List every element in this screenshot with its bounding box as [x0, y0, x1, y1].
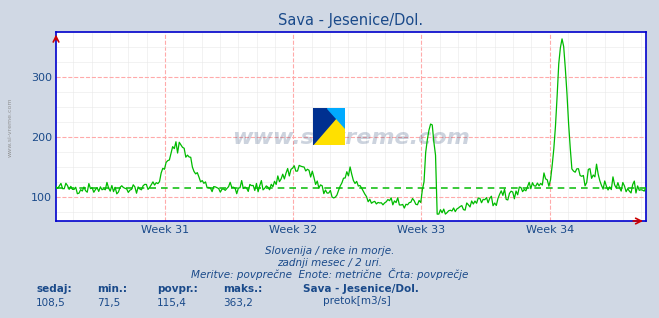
Text: zadnji mesec / 2 uri.: zadnji mesec / 2 uri. [277, 258, 382, 268]
Text: maks.:: maks.: [223, 284, 262, 294]
Text: www.si-vreme.com: www.si-vreme.com [232, 128, 470, 148]
Text: Sava - Jesenice/Dol.: Sava - Jesenice/Dol. [303, 284, 419, 294]
Text: 108,5: 108,5 [36, 298, 66, 308]
Text: pretok[m3/s]: pretok[m3/s] [323, 296, 391, 306]
Text: 363,2: 363,2 [223, 298, 252, 308]
Text: min.:: min.: [98, 284, 128, 294]
Text: Meritve: povprečne  Enote: metrične  Črta: povprečje: Meritve: povprečne Enote: metrične Črta:… [191, 268, 468, 280]
Polygon shape [313, 108, 345, 145]
Title: Sava - Jesenice/Dol.: Sava - Jesenice/Dol. [278, 13, 424, 28]
Text: www.si-vreme.com: www.si-vreme.com [8, 97, 13, 157]
Polygon shape [313, 108, 345, 145]
Text: 71,5: 71,5 [98, 298, 121, 308]
Text: povpr.:: povpr.: [157, 284, 198, 294]
Text: sedaj:: sedaj: [36, 284, 72, 294]
Polygon shape [328, 108, 345, 128]
Text: Slovenija / reke in morje.: Slovenija / reke in morje. [265, 246, 394, 256]
Text: 115,4: 115,4 [157, 298, 186, 308]
